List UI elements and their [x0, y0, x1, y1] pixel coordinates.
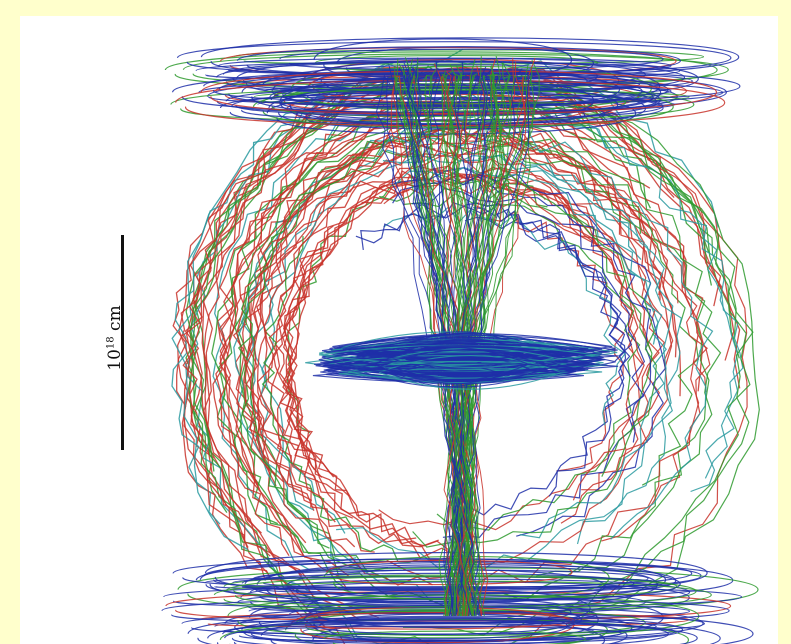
field-line-right — [442, 113, 722, 602]
field-line-loop — [224, 606, 704, 642]
field-line-loop — [264, 83, 672, 100]
field-line-core — [332, 343, 595, 359]
field-line-right — [412, 173, 657, 548]
field-line-loop — [175, 79, 726, 127]
scale-bar — [121, 235, 124, 450]
field-line-right — [486, 84, 754, 634]
field-line-outer — [272, 225, 452, 561]
field-line-loop — [207, 617, 721, 644]
field-line-loop — [279, 77, 595, 125]
scale-base: 10 — [105, 349, 125, 371]
field-line-right — [403, 192, 641, 531]
field-line-loop — [172, 558, 693, 589]
field-line-outer — [282, 174, 611, 471]
field-line-outer — [244, 126, 495, 586]
field-line-right — [473, 206, 631, 497]
scale-bar-label: 1018 cm — [105, 293, 129, 383]
field-line-loop — [223, 574, 678, 600]
field-line-loop — [272, 70, 621, 110]
field-line-outer — [261, 236, 419, 564]
field-line-column — [472, 75, 527, 617]
field-line-loop — [225, 86, 657, 117]
field-line-right — [377, 126, 714, 540]
field-line-plot — [161, 37, 760, 644]
field-line-outer — [284, 248, 417, 540]
field-line-loop — [195, 61, 681, 81]
field-line-right — [412, 187, 646, 539]
scale-exponent: 18 — [105, 336, 117, 350]
field-line-loop — [326, 559, 573, 586]
field-line-right — [379, 180, 653, 477]
field-line-core — [367, 349, 531, 361]
field-line-right — [450, 125, 711, 542]
field-line-outer — [217, 115, 392, 591]
field-line-right — [415, 132, 710, 577]
field-line-loop — [256, 561, 659, 608]
field-line-loop — [200, 70, 718, 115]
field-line-outer — [256, 156, 382, 548]
field-line-right — [392, 175, 652, 443]
field-line-right — [470, 203, 625, 472]
field-line-core — [391, 364, 506, 385]
field-line-loop — [303, 604, 582, 635]
field-line-loop — [295, 609, 646, 637]
field-line-right — [464, 216, 627, 516]
field-line-loop — [225, 575, 697, 608]
scale-unit: cm — [105, 305, 125, 331]
field-line-loop — [203, 69, 741, 104]
field-line-loop — [264, 564, 677, 598]
field-line-loop — [306, 589, 591, 629]
field-line-outer — [182, 84, 370, 557]
field-line-loop — [323, 630, 587, 644]
field-line-loop — [229, 621, 676, 642]
field-line-outer — [286, 172, 548, 434]
field-line-outer — [192, 73, 723, 622]
field-line-loop — [204, 551, 708, 595]
field-line-loop — [224, 621, 698, 644]
field-line-core — [379, 349, 550, 385]
field-line-loop — [222, 619, 670, 644]
field-line-core — [318, 344, 596, 365]
field-line-core — [318, 345, 604, 375]
field-line-loop — [231, 92, 664, 121]
field-line-loop — [244, 566, 681, 603]
field-line-outer — [251, 133, 661, 502]
field-line-outer — [177, 96, 326, 628]
field-line-loop — [313, 38, 573, 82]
field-line-outer — [261, 152, 659, 534]
figure-panel: 1018 cm — [20, 16, 778, 644]
field-line-outer — [267, 152, 531, 523]
field-line-column — [410, 66, 467, 617]
field-line-outer — [286, 189, 449, 551]
field-line-core — [357, 362, 589, 377]
field-line-right — [476, 98, 744, 493]
field-line-loop — [241, 572, 635, 595]
field-line-column — [422, 74, 459, 617]
field-line-outer — [172, 193, 346, 644]
field-line-right — [329, 139, 679, 304]
field-line-loop — [279, 48, 664, 71]
field-line-right — [382, 152, 683, 545]
